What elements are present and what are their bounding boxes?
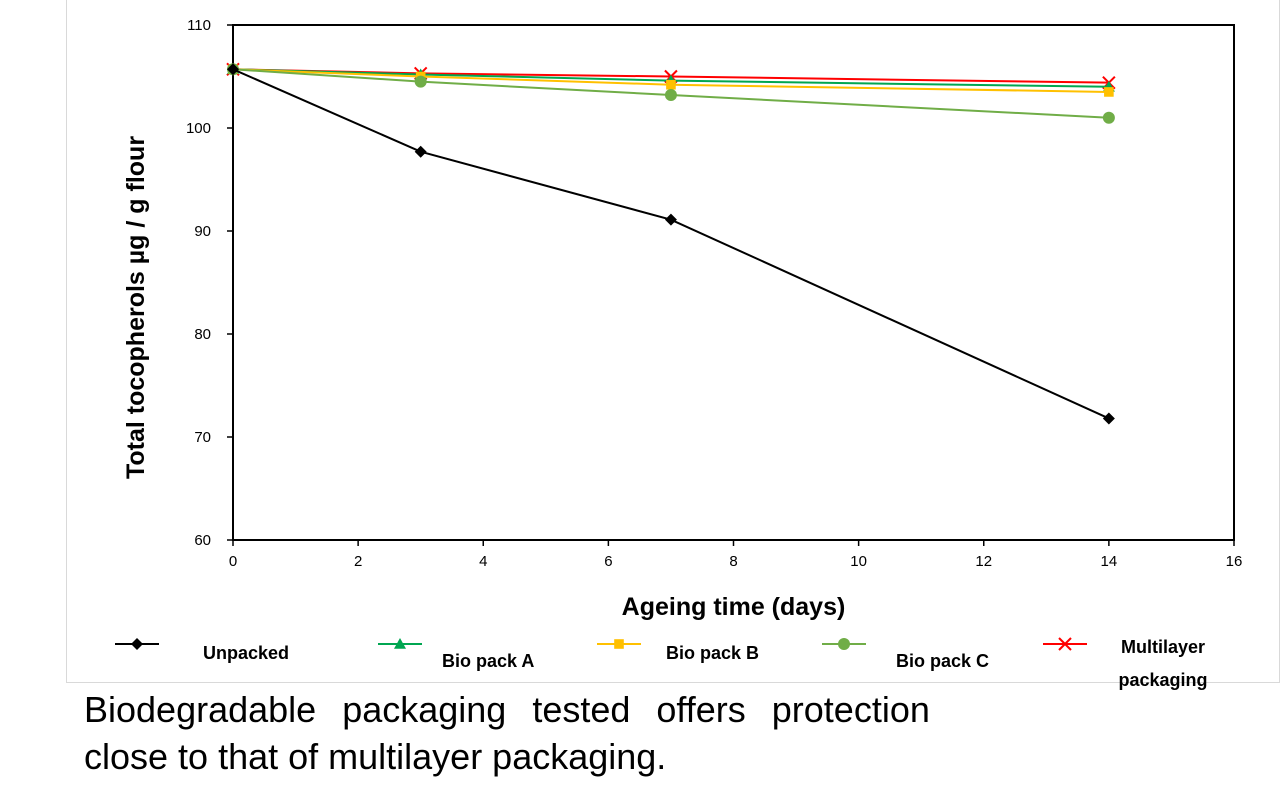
x-tick-label: 12 xyxy=(975,553,992,570)
chart-frame xyxy=(66,0,1280,683)
legend-label: Unpacked xyxy=(203,643,289,663)
data-point xyxy=(1102,111,1115,124)
legend-marker xyxy=(131,638,143,650)
data-point xyxy=(666,79,676,90)
legend-marker xyxy=(394,638,406,649)
caption-line-2: close to that of multilayer packaging. xyxy=(84,736,667,777)
caption: Biodegradable packaging tested offers pr… xyxy=(84,686,1288,780)
data-point xyxy=(414,145,427,158)
data-point xyxy=(414,75,427,88)
x-axis-label: Ageing time (days) xyxy=(622,593,846,621)
y-tick-label: 90 xyxy=(194,223,211,240)
series-line-0 xyxy=(232,68,1110,420)
line-chart: 60 70 80 90 100 110 0 2 4 6 8 10 12 14 16 Ageing time (… xyxy=(115,17,1243,690)
y-tick-label: 70 xyxy=(194,429,211,446)
data-point xyxy=(664,213,677,226)
caption-line-1: Biodegradable packaging tested offers pr… xyxy=(84,689,930,730)
x-tick-label: 0 xyxy=(229,553,237,570)
data-point xyxy=(664,89,677,102)
legend-marker xyxy=(1058,637,1072,651)
legend-marker xyxy=(614,639,624,649)
data-point xyxy=(1102,412,1115,425)
y-tick-label: 100 xyxy=(186,120,211,137)
x-tick-label: 4 xyxy=(479,553,487,570)
y-axis-label: Total tocopherols µg / g flour xyxy=(122,136,150,479)
legend-label: Multilayer xyxy=(1121,637,1205,657)
y-tick-label: 110 xyxy=(187,17,211,34)
y-tick-label: 60 xyxy=(194,532,211,549)
x-tick-label: 6 xyxy=(604,553,612,570)
legend-marker xyxy=(838,638,850,650)
x-tick-label: 16 xyxy=(1226,553,1243,570)
series-line-3 xyxy=(232,68,1109,119)
x-tick-label: 14 xyxy=(1101,553,1118,570)
data-point xyxy=(1104,87,1114,97)
y-tick-label: 80 xyxy=(194,326,211,343)
legend-label: Bio pack B xyxy=(666,643,759,663)
x-tick-label: 2 xyxy=(354,553,362,570)
data-point xyxy=(227,63,239,76)
plot-area xyxy=(232,24,1235,541)
x-tick-label: 8 xyxy=(729,553,737,570)
series-line-2 xyxy=(232,68,1109,93)
legend-label: Bio pack C xyxy=(896,651,989,671)
x-tick-label: 10 xyxy=(850,553,867,570)
legend-label: Bio pack A xyxy=(442,651,534,671)
series-line-1 xyxy=(232,68,1109,88)
legend-label: packaging xyxy=(1118,670,1207,690)
